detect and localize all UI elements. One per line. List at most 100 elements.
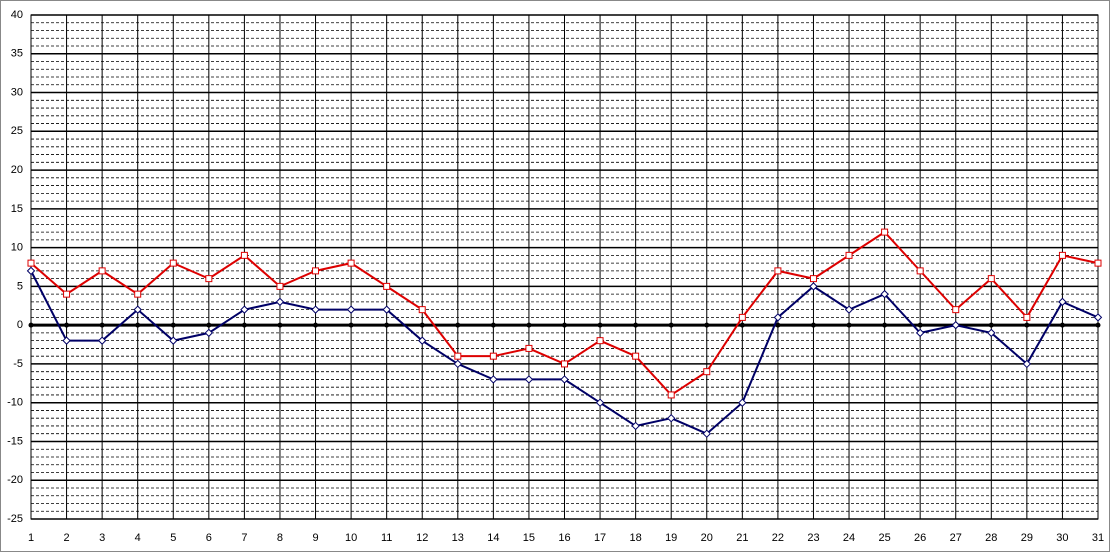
x-tick-label: 3 xyxy=(99,532,105,544)
point-marker xyxy=(98,267,106,275)
point-marker xyxy=(26,266,36,276)
y-tick-label: 40 xyxy=(11,9,23,21)
point-marker xyxy=(667,391,675,399)
point-marker xyxy=(62,336,71,345)
point-marker xyxy=(560,375,569,384)
point-marker xyxy=(133,305,142,314)
x-tick-label: 29 xyxy=(1021,532,1033,544)
axis-dot xyxy=(1059,322,1065,328)
x-tick-label: 30 xyxy=(1056,532,1068,544)
axis-dot xyxy=(775,322,781,328)
point-marker xyxy=(915,328,925,338)
point-marker xyxy=(134,290,142,298)
point-marker xyxy=(773,313,783,322)
x-tick-label: 17 xyxy=(594,532,606,544)
axis-dot xyxy=(384,322,390,328)
point-marker xyxy=(453,359,463,369)
y-tick-label: 5 xyxy=(17,280,23,292)
axis-dot xyxy=(348,322,354,328)
axis-dot xyxy=(562,322,567,328)
point-marker xyxy=(312,267,320,275)
axis-dot xyxy=(277,322,283,328)
point-marker xyxy=(63,290,71,298)
point-marker xyxy=(881,228,889,236)
point-marker xyxy=(702,429,711,438)
axis-dot xyxy=(633,322,639,328)
x-tick-label: 8 xyxy=(277,532,283,544)
y-tick-label: 30 xyxy=(11,86,23,98)
y-tick-label: -10 xyxy=(7,397,23,409)
point-marker xyxy=(809,282,818,291)
point-marker xyxy=(951,320,960,330)
x-tick-label: 27 xyxy=(950,532,962,544)
x-tick-label: 10 xyxy=(345,532,357,544)
x-tick-label: 19 xyxy=(665,532,677,544)
point-marker xyxy=(632,352,640,360)
x-tick-label: 13 xyxy=(452,532,464,544)
point-marker xyxy=(1022,359,1032,369)
axis-dot xyxy=(135,322,141,328)
axis-dot xyxy=(490,322,496,328)
x-tick-label: 26 xyxy=(914,532,926,544)
x-tick-label: 2 xyxy=(64,532,70,544)
point-marker xyxy=(666,413,676,423)
x-tick-label: 23 xyxy=(807,532,819,544)
y-tick-label: 15 xyxy=(11,203,23,215)
point-marker xyxy=(489,375,498,384)
x-tick-label: 7 xyxy=(241,532,247,544)
point-marker xyxy=(169,259,177,267)
point-marker xyxy=(489,352,497,360)
point-marker xyxy=(738,313,746,321)
x-tick-label: 15 xyxy=(523,532,535,544)
point-marker xyxy=(240,305,249,314)
point-marker xyxy=(275,297,285,307)
point-marker xyxy=(169,336,178,345)
axis-dot xyxy=(917,322,923,328)
axis-dot xyxy=(1024,322,1030,328)
x-tick-label: 6 xyxy=(206,532,212,544)
x-tick-label: 16 xyxy=(558,532,570,544)
axis-dot xyxy=(28,322,34,328)
point-marker xyxy=(27,259,35,267)
x-tick-label: 24 xyxy=(843,532,855,544)
axis-dot xyxy=(455,322,461,328)
point-marker xyxy=(204,328,214,338)
point-marker xyxy=(418,306,426,314)
y-tick-label: -25 xyxy=(7,513,23,525)
point-marker xyxy=(311,305,320,314)
point-marker xyxy=(916,267,924,275)
axis-dot xyxy=(170,322,176,328)
y-tick-label: -20 xyxy=(7,474,23,486)
axis-dot xyxy=(597,322,603,328)
y-tick-label: 35 xyxy=(11,48,23,60)
axis-dot xyxy=(206,322,212,328)
x-tick-label: 9 xyxy=(312,532,318,544)
axis-dot xyxy=(846,322,852,328)
point-marker xyxy=(703,368,711,376)
point-marker xyxy=(276,282,284,290)
point-marker xyxy=(809,275,817,283)
point-marker xyxy=(383,282,391,290)
y-tick-label: -5 xyxy=(13,358,23,370)
point-marker xyxy=(454,352,462,360)
axis-dot xyxy=(241,322,247,328)
x-tick-label: 22 xyxy=(772,532,784,544)
axis-dot xyxy=(882,322,888,328)
point-marker xyxy=(525,344,533,352)
point-marker xyxy=(524,375,534,384)
point-marker xyxy=(418,336,427,345)
point-marker xyxy=(240,251,248,259)
point-marker xyxy=(1094,259,1102,267)
y-tick-label: 10 xyxy=(11,242,23,254)
y-tick-label: 25 xyxy=(11,125,23,137)
point-marker xyxy=(738,398,747,407)
point-marker xyxy=(97,336,107,345)
x-tick-label: 12 xyxy=(416,532,428,544)
point-marker xyxy=(205,275,213,283)
point-marker xyxy=(844,305,854,314)
x-tick-label: 28 xyxy=(985,532,997,544)
axis-dot xyxy=(313,322,319,328)
x-tick-label: 21 xyxy=(736,532,748,544)
point-marker xyxy=(952,306,960,314)
